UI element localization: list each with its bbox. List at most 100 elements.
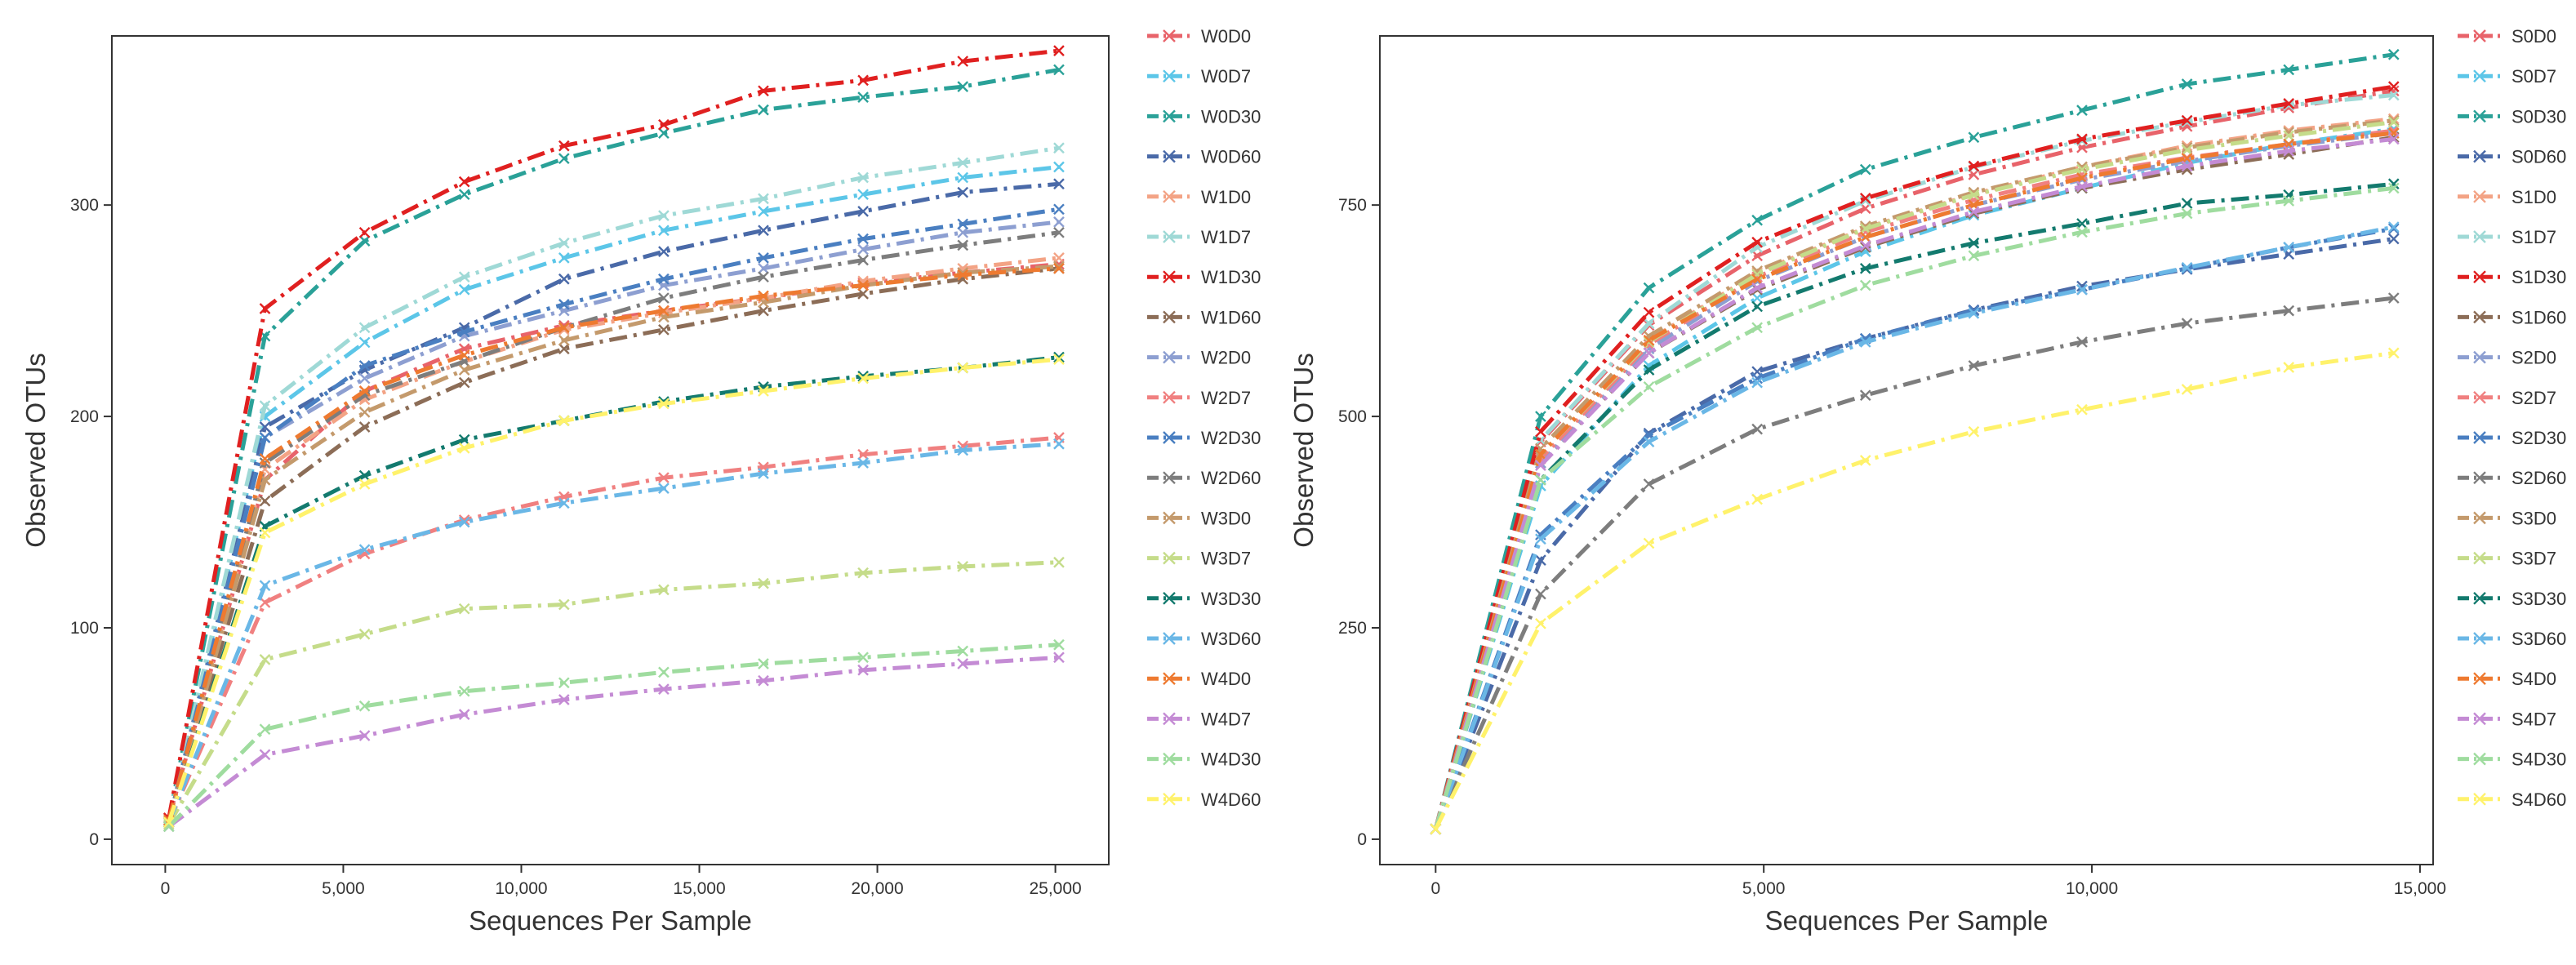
data-point [1053,226,1065,238]
data-point [358,235,371,247]
legend: S0D0 S0D7 S0D30 S0D60 S1D0 S1D7 S1D30 S1D60 S2D0… [2458,26,2566,810]
series-line [167,262,1060,819]
data-point [758,225,769,237]
series-line [167,266,1060,821]
legend-label: S1D30 [2511,267,2566,287]
series-W1D7 [162,142,1065,826]
data-point [1053,252,1065,264]
legend-marker [2473,431,2486,444]
data-point [358,226,371,238]
data-point [857,243,869,256]
data-point [2181,160,2193,172]
data-point [1535,434,1546,446]
legend-marker [2473,149,2486,163]
data-point [1968,160,1980,172]
data-point [1430,823,1442,835]
legend-label: W0D60 [1201,147,1261,167]
data-point [1968,360,1980,371]
data-point [2387,221,2400,233]
data-point [1643,318,1655,329]
legend-marker [2473,792,2486,806]
data-point [558,497,570,509]
legend-item-W2D30: W2D30 [1147,428,1261,448]
series-S4D0 [1430,127,2400,835]
legend-marker [2473,752,2486,766]
data-point [259,723,271,736]
data-point [658,225,670,237]
x-tick-label: 5,000 [1742,879,1786,898]
data-point [957,269,969,281]
data-point [2076,403,2088,416]
legend-item-S3D30: S3D30 [2458,589,2566,609]
legend: W0D0 W0D7 W0D30 W0D60 W1D0 W1D7 W1D30 W1D60 W2D0… [1147,26,1261,810]
legend-label: W0D30 [1201,106,1261,127]
data-point [1859,262,1871,274]
series-line [1433,226,2395,830]
data-point [558,598,570,611]
data-point [758,104,769,116]
data-point [658,666,670,678]
data-point [2076,105,2088,116]
legend-label: W1D7 [1201,227,1251,247]
legend-marker [2473,189,2486,203]
x-tick-label: 0 [1430,879,1440,898]
series-line [1434,350,2395,830]
series-line [1433,127,2395,830]
legend-marker [1163,632,1176,645]
data-point [957,362,969,374]
series-line [167,145,1060,821]
data-point [458,349,470,361]
legend-label: W3D60 [1201,629,1261,649]
data-point [658,584,670,596]
data-point [2387,113,2400,125]
series-line [1433,84,2395,830]
data-point [957,444,969,456]
legend-marker [2473,511,2486,525]
data-point [1053,203,1065,216]
x-tick-label: 5,000 [322,879,365,898]
data-point [259,527,271,539]
data-point [1751,493,1763,505]
data-point [162,820,175,833]
data-point [1643,380,1655,393]
data-point [2076,226,2088,238]
data-point [1053,64,1065,76]
data-point [758,206,769,217]
data-point [857,254,869,266]
data-point [1751,376,1763,389]
legend-marker [2473,471,2486,485]
data-point [1751,269,1763,280]
legend-item-S4D7: S4D7 [2458,709,2556,729]
data-point [2387,223,2400,234]
data-point [2387,81,2400,92]
data-point [1643,436,1655,447]
x-tick-label: 25,000 [1029,879,1081,898]
data-point [2387,114,2400,127]
data-point [658,292,670,304]
series-W2D30 [162,203,1065,829]
legend-marker [2473,109,2486,123]
legend-label: W1D60 [1201,307,1261,327]
legend-item-S1D0: S1D0 [2458,187,2556,207]
legend-item-S2D30: S2D30 [2458,428,2566,448]
data-point [758,658,769,669]
data-point [1535,425,1546,438]
series-W4D30 [162,638,1065,833]
legend-item-S3D60: S3D60 [2458,629,2566,649]
series-S1D7 [1430,89,2400,835]
x-tick-label: 15,000 [2394,879,2446,898]
data-point [758,385,769,397]
legend-marker [2473,632,2486,645]
legend-label: W0D0 [1201,26,1251,47]
series-W2D0 [162,216,1065,829]
data-point [1535,411,1546,422]
x-tick-label: 10,000 [495,879,547,898]
data-point [2283,64,2295,76]
legend-item-W0D7: W0D7 [1147,66,1251,87]
legend-marker [1163,672,1176,686]
data-point [1859,193,1871,204]
data-point [259,580,271,592]
data-point [358,385,371,397]
plot-frame [1379,35,2434,865]
legend-label: S3D7 [2511,549,2556,569]
